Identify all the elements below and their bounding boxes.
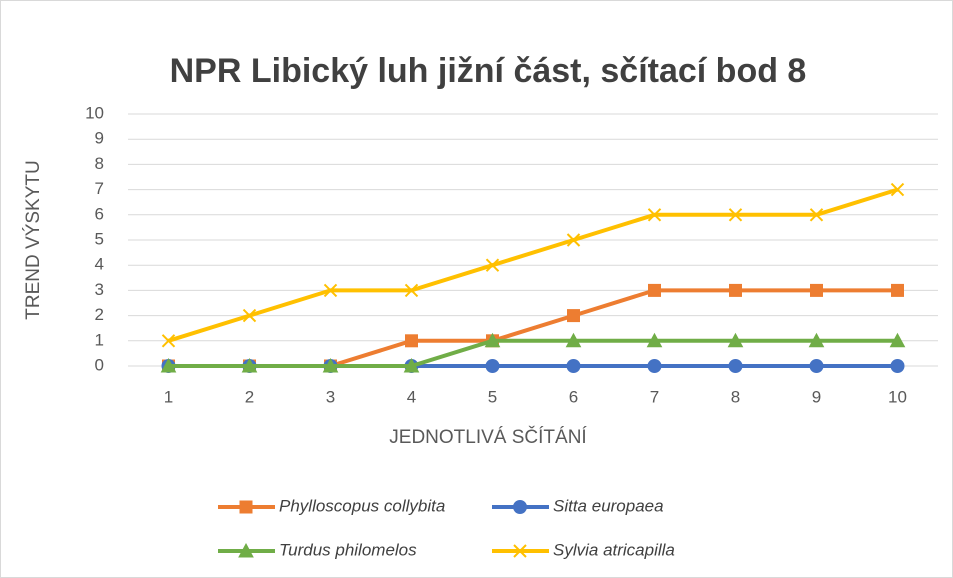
x-tick-label: 7: [650, 387, 659, 406]
marker: [565, 332, 582, 348]
marker: [727, 332, 744, 348]
marker: [485, 359, 500, 373]
marker: [728, 359, 743, 373]
marker: [809, 359, 824, 373]
y-tick-label: 7: [95, 179, 104, 198]
series-line: [168, 338, 898, 368]
marker: [729, 283, 742, 297]
marker: [242, 308, 257, 323]
y-tick-label: 1: [95, 330, 104, 349]
x-axis-title: JEDNOTLIVÁ SČÍTÁNÍ: [389, 426, 587, 448]
x-tick-label: 5: [488, 387, 497, 406]
marker: [646, 332, 663, 348]
y-tick-label: 2: [95, 305, 104, 324]
y-tick-label: 8: [95, 154, 104, 173]
y-tick-label: 6: [95, 204, 104, 223]
marker: [405, 334, 418, 348]
marker: [728, 208, 743, 222]
legend-label: Sylvia atricapilla: [553, 540, 675, 559]
legend-marker: [239, 500, 253, 514]
x-tick-label: 1: [164, 387, 173, 406]
y-tick-label: 4: [95, 255, 104, 274]
marker: [889, 332, 906, 348]
x-tick-label: 3: [326, 387, 335, 406]
y-tick-label: 3: [95, 280, 104, 299]
legend-label: Sitta europaea: [553, 496, 664, 515]
marker: [241, 357, 258, 373]
x-tick-label: 10: [888, 387, 907, 406]
marker: [647, 208, 662, 222]
marker: [566, 359, 581, 373]
legend-marker: [513, 544, 527, 558]
y-axis-title: TREND VÝSKYTU: [23, 160, 44, 319]
y-tick-label: 5: [95, 229, 104, 248]
legend-marker: [513, 500, 527, 514]
marker: [809, 208, 824, 222]
series-line: [167, 187, 899, 343]
marker: [890, 182, 905, 197]
marker: [648, 283, 661, 297]
marker: [891, 283, 904, 297]
marker: [567, 309, 580, 323]
x-tick-label: 4: [407, 387, 416, 406]
y-tick-label: 9: [95, 129, 104, 148]
marker: [322, 357, 339, 373]
x-tick-label: 9: [812, 387, 821, 406]
x-tick-label: 6: [569, 387, 578, 406]
legend-marker: [238, 542, 254, 558]
marker: [404, 283, 419, 298]
marker: [323, 283, 338, 298]
marker: [566, 233, 581, 247]
chart-title: NPR Libický luh jižní část, sčítací bod …: [170, 52, 807, 90]
marker: [808, 332, 825, 348]
marker: [161, 334, 176, 348]
marker: [484, 332, 501, 348]
y-tick-label: 0: [95, 355, 104, 374]
legend-label: Turdus philomelos: [279, 540, 417, 559]
marker: [890, 359, 905, 373]
x-tick-label: 8: [731, 387, 740, 406]
marker: [485, 258, 500, 272]
marker: [403, 357, 420, 373]
marker: [160, 357, 177, 373]
marker: [647, 359, 662, 373]
y-tick-label: 10: [85, 103, 104, 122]
marker: [810, 283, 823, 297]
x-tick-label: 2: [245, 387, 254, 406]
legend-label: Phylloscopus collybita: [279, 496, 445, 515]
